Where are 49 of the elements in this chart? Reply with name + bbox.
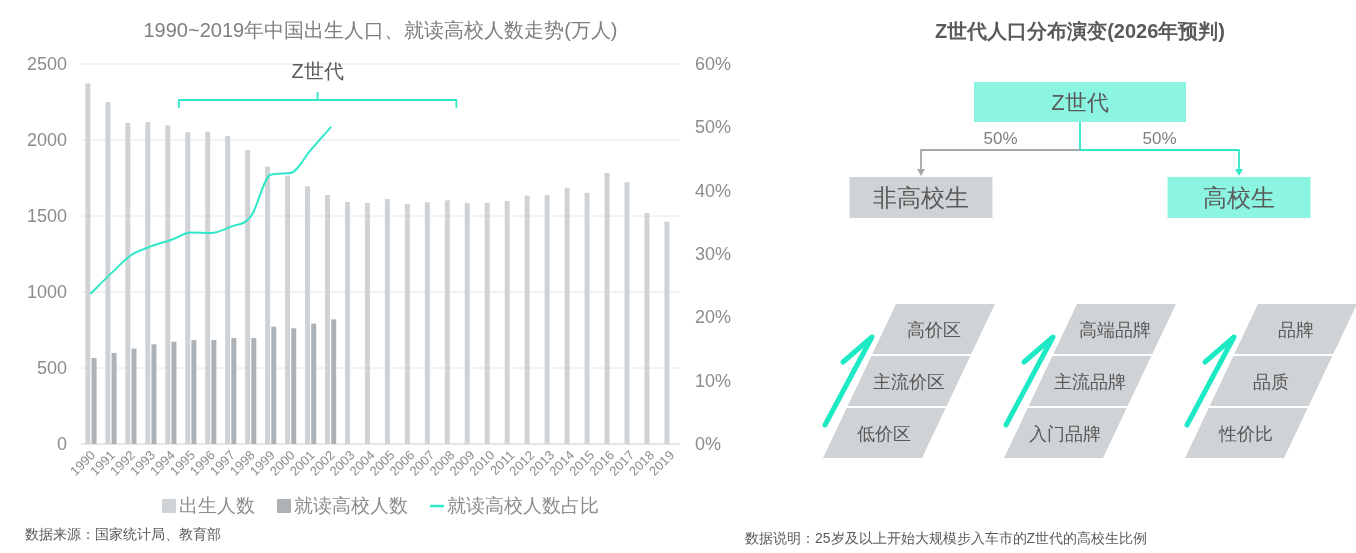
- bar: [171, 341, 177, 444]
- text: 数据说明：25岁及以上开始大规模步入车市的Z世代的高校生比例: [745, 530, 1148, 546]
- source-note: 数据来源：国家统计局、教育部: [25, 526, 221, 542]
- text: 高价区: [906, 320, 961, 340]
- y-tick-label: 0: [56, 434, 67, 454]
- bar: [111, 352, 117, 444]
- line-series: [89, 126, 332, 295]
- y-tick-label: 1500: [26, 206, 67, 226]
- bar: [211, 340, 217, 444]
- legend-label: 出生人数: [179, 495, 255, 516]
- text: 品质: [1253, 372, 1289, 392]
- legend-label: 就读高校人数: [294, 495, 408, 516]
- text: 高端品牌: [1078, 320, 1151, 340]
- y2-tick-label: 40%: [695, 180, 732, 201]
- bar: [231, 338, 237, 444]
- text: 主流价区: [873, 372, 945, 392]
- y2-tick-label: 20%: [695, 307, 732, 328]
- y-tick-label: 500: [36, 358, 67, 378]
- bar: [151, 344, 157, 444]
- annotation: Z世代: [291, 60, 344, 82]
- category-label: 非高校生: [873, 184, 969, 211]
- text: 品牌: [1277, 320, 1314, 340]
- y-tick-label: 2000: [26, 130, 67, 150]
- y2-tick-label: 10%: [695, 370, 732, 391]
- bar: [191, 340, 197, 444]
- category-label: 高校生: [1203, 184, 1275, 211]
- bar: [331, 319, 337, 444]
- bar: [251, 338, 257, 444]
- y-tick-label: 2500: [26, 54, 67, 74]
- bar: [271, 326, 277, 444]
- y2-tick-label: 0%: [695, 434, 722, 454]
- y2-tick-label: 60%: [695, 54, 732, 74]
- y2-tick-label: 50%: [695, 117, 732, 138]
- data-label: 50%: [983, 129, 1018, 148]
- text: Z世代: [1051, 90, 1109, 115]
- chart-title: 1990~2019年中国出生人口、就读高校人数走势(万人): [143, 19, 618, 41]
- bar: [291, 328, 297, 444]
- text: 主流品牌: [1054, 372, 1126, 392]
- legend-label: 就读高校人数占比: [447, 495, 599, 516]
- bar: [91, 357, 97, 444]
- text: 性价比: [1218, 424, 1274, 444]
- bar: [131, 348, 137, 444]
- y-tick-label: 1000: [26, 282, 67, 302]
- data-label: 50%: [1142, 129, 1177, 148]
- bar: [311, 323, 317, 444]
- text: 入门品牌: [1029, 424, 1102, 444]
- y2-tick-label: 30%: [695, 244, 732, 264]
- text: 低价区: [857, 424, 912, 444]
- text: Z世代人口分布演变(2026年预判): [934, 20, 1226, 42]
